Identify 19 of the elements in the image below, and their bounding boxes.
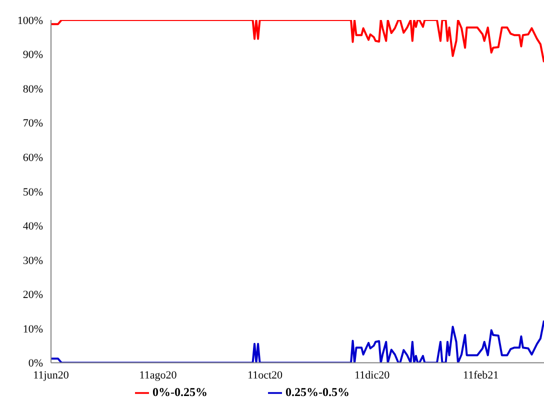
y-tick-label: 90% bbox=[22, 49, 43, 62]
y-tick-label: 0% bbox=[28, 358, 43, 370]
x-tick-label: 11dic20 bbox=[354, 370, 390, 382]
y-tick-label: 10% bbox=[22, 323, 43, 336]
y-tick-label: 20% bbox=[22, 289, 43, 302]
x-tick-label: 11ago20 bbox=[139, 370, 178, 382]
legend-label: 0.25%-0.5% bbox=[286, 384, 350, 399]
x-tick-label: 11oct20 bbox=[248, 370, 284, 382]
y-tick-label: 40% bbox=[22, 220, 43, 233]
x-tick-label: 11feb21 bbox=[463, 370, 499, 382]
line-series bbox=[51, 20, 544, 64]
y-tick-label: 30% bbox=[22, 254, 43, 267]
y-tick-label: 100% bbox=[17, 14, 43, 27]
legend-label: 0%-0.25% bbox=[152, 384, 208, 399]
y-tick-label: 80% bbox=[22, 83, 43, 96]
x-tick-label: 11jun20 bbox=[33, 370, 70, 382]
y-tick-label: 70% bbox=[22, 118, 43, 130]
y-tick-label: 60% bbox=[22, 152, 43, 164]
y-tick-label: 50% bbox=[22, 186, 43, 198]
